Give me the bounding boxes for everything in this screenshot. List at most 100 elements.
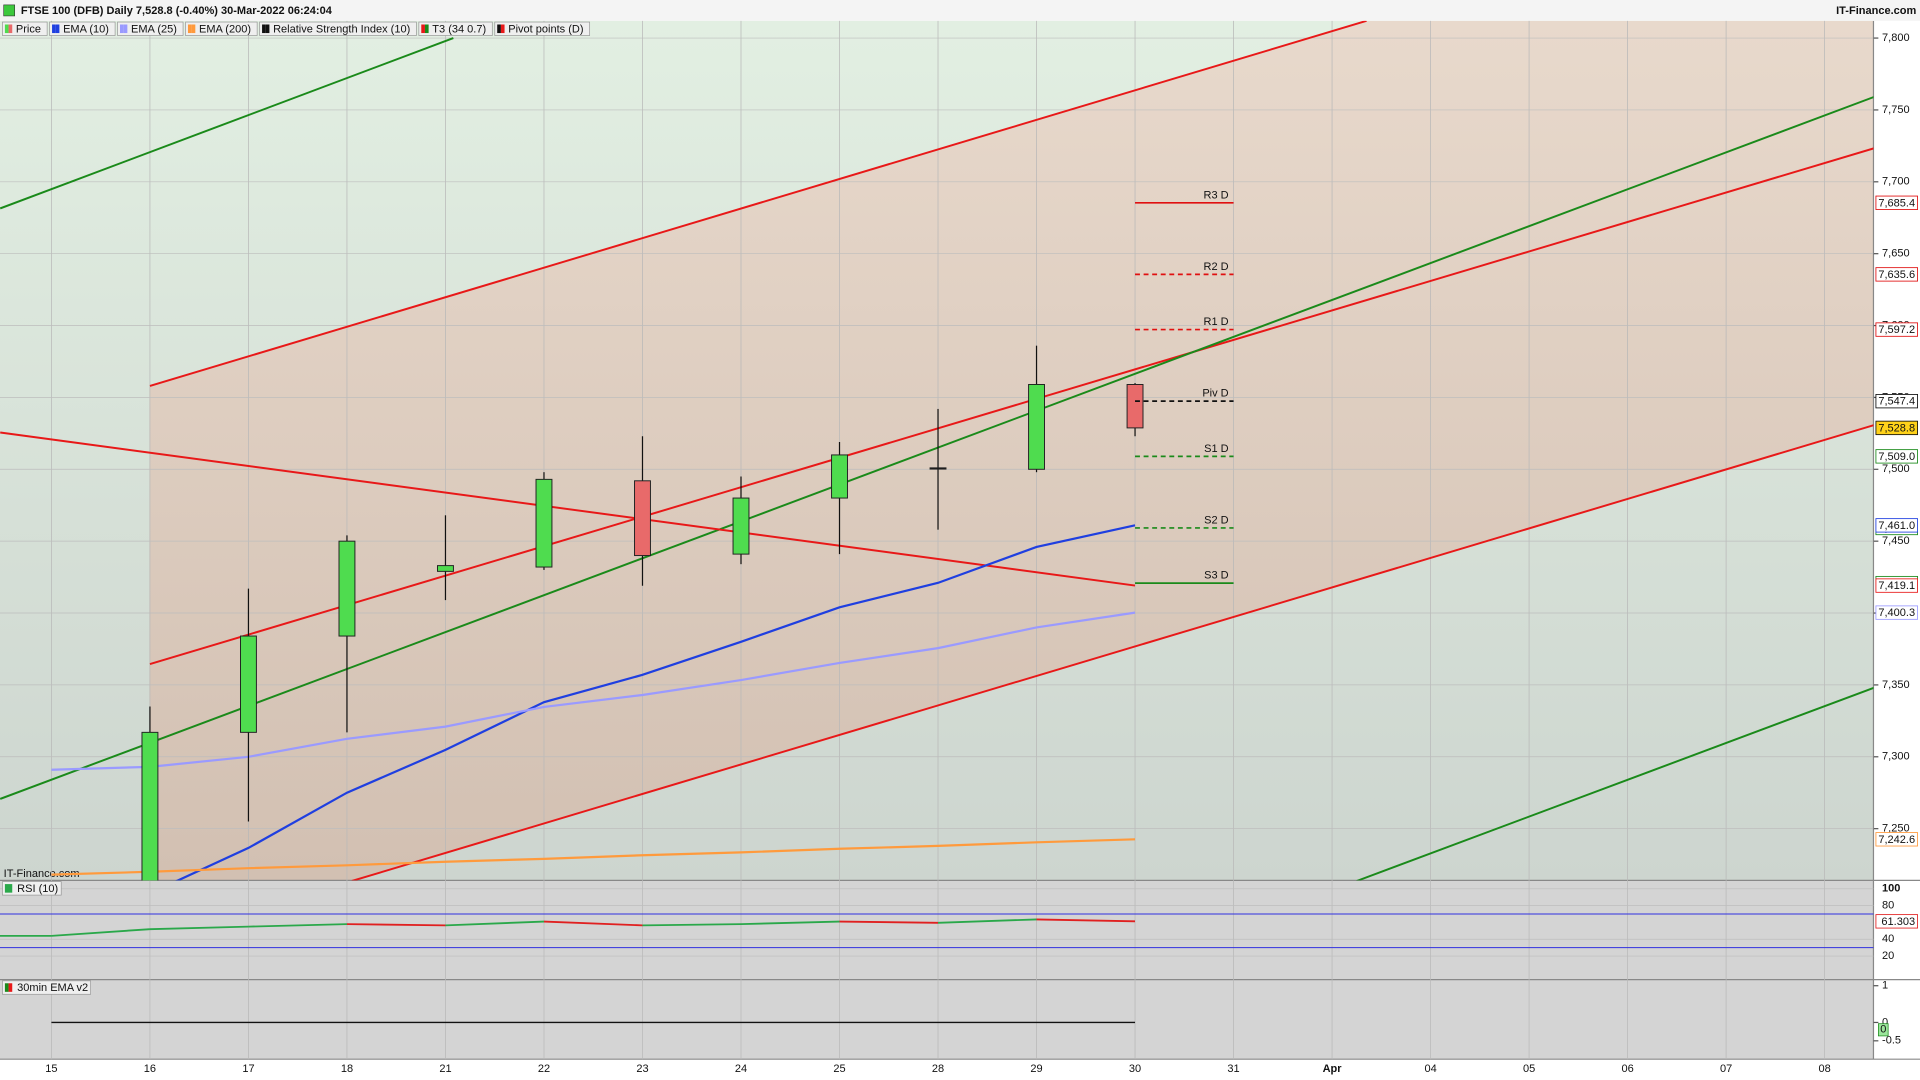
ema-panel-background	[0, 979, 1874, 1060]
rsi-segment	[346, 923, 446, 927]
trend-badge-box	[1875, 578, 1918, 593]
trend-badge: 7,419.1	[1878, 580, 1915, 592]
legend-item	[494, 21, 591, 36]
ema-badge-box	[1875, 832, 1918, 847]
y-tick-label: 7,650	[1882, 248, 1910, 260]
rsi-tick-label: 40	[1882, 933, 1894, 945]
y-tick-label: 7,800	[1882, 32, 1910, 44]
panel-label: 30min EMA v2	[17, 982, 88, 994]
pivot-label: R3 D	[1204, 189, 1229, 201]
x-tick-label: 30	[1129, 1063, 1141, 1075]
legend-item	[117, 21, 184, 36]
x-tick-label: 24	[735, 1063, 747, 1075]
watermark: IT-Finance.com	[4, 868, 80, 880]
x-tick-label: 08	[1818, 1063, 1830, 1075]
x-tick-label: 23	[636, 1063, 648, 1075]
rsi-segment	[839, 920, 939, 924]
y-tick-label: 7,500	[1882, 463, 1910, 475]
pivot-label: S3 D	[1204, 570, 1229, 582]
legend-swatch	[123, 24, 128, 34]
legend-swatch	[4, 24, 9, 34]
y-tick-label: 7,700	[1882, 176, 1910, 188]
legend-swatch	[55, 24, 60, 34]
trend-line	[0, 37, 454, 210]
pivot-label: Piv D	[1202, 388, 1228, 400]
legend-swatch	[500, 24, 505, 34]
legend-label: T3 (34 0.7)	[432, 23, 486, 35]
legend-label: EMA (25)	[131, 23, 177, 35]
x-tick-label: 04	[1424, 1063, 1436, 1075]
legend-item	[185, 21, 258, 36]
candle-body	[338, 540, 356, 637]
legend-label: Price	[16, 23, 41, 35]
trend-line	[0, 96, 1874, 800]
legend-swatch	[8, 983, 13, 992]
y-tick-label: 7,750	[1882, 104, 1910, 116]
legend-swatch	[120, 24, 124, 34]
y-tick-label: 7,250	[1882, 823, 1910, 835]
title-bar	[0, 0, 1920, 21]
source: IT-Finance.com	[1836, 5, 1916, 17]
panel-label-box	[2, 881, 62, 896]
x-tick-label: 07	[1720, 1063, 1732, 1075]
legend-swatch	[424, 24, 429, 34]
x-tick-label: Apr	[1323, 1063, 1343, 1075]
ema-line	[51, 838, 1136, 876]
rsi-segment	[937, 918, 1037, 924]
panel-label: RSI (10)	[17, 883, 58, 895]
x-tick-label: 22	[538, 1063, 550, 1075]
pivot-badge-box	[1875, 195, 1918, 210]
pivot-badge-box	[1875, 449, 1918, 464]
ema-line	[51, 611, 1136, 771]
x-tick-label: 16	[144, 1063, 156, 1075]
pivot-badge: 7,685.4	[1878, 197, 1915, 209]
legend-label: Pivot points (D)	[508, 23, 583, 35]
legend-swatch	[421, 24, 425, 34]
ema-badge: 7,242.6	[1878, 834, 1915, 846]
candle-body	[437, 565, 454, 572]
y-tick-label: 7,300	[1882, 751, 1910, 763]
legend-swatch	[262, 24, 266, 34]
legend-label: Relative Strength Index (10)	[273, 23, 410, 35]
legend-swatch	[265, 24, 270, 34]
x-tick-label: 31	[1227, 1063, 1239, 1075]
rsi-segment	[248, 923, 347, 928]
rsi-segment	[51, 928, 151, 937]
pivot-label: R1 D	[1204, 316, 1229, 328]
x-tick-label: 29	[1030, 1063, 1042, 1075]
ema-panel-badge: 0	[1880, 1024, 1886, 1036]
x-tick-label: 15	[45, 1063, 57, 1075]
pivot-badge: 7,509.0	[1878, 451, 1915, 463]
y-tick-label: 7,450	[1882, 535, 1910, 547]
legend-swatch	[8, 24, 13, 34]
channel-shade	[149, 20, 1874, 881]
x-tick-label: 21	[439, 1063, 451, 1075]
rsi-segment	[543, 920, 643, 927]
candle-body	[1126, 384, 1144, 429]
pivot-badge-box	[1875, 267, 1918, 282]
ema-panel-tick-label: 0	[1882, 1016, 1888, 1028]
title: FTSE 100 (DFB) Daily 7,528.8 (-0.40%) 30…	[21, 5, 333, 17]
pivot-label: R2 D	[1204, 261, 1229, 273]
legend-item	[2, 21, 48, 36]
legend-label: EMA (200)	[199, 23, 251, 35]
candle-body	[535, 478, 553, 568]
trend-line	[351, 424, 1874, 881]
rsi-tick-label: 100	[1882, 883, 1900, 895]
rsi-segment	[445, 920, 545, 927]
rsi-badge-box	[1875, 914, 1918, 929]
ema-badge: 7,400.3	[1878, 607, 1915, 619]
ema-badge-box	[1875, 605, 1918, 620]
price-badge: 7,528.8	[1878, 422, 1915, 434]
rsi-segment	[642, 923, 742, 927]
pivot-label: S1 D	[1204, 443, 1229, 455]
x-tick-label: 18	[341, 1063, 353, 1075]
ema-panel-tick-label: -0.5	[1882, 1035, 1901, 1047]
rsi-badge: 61.303	[1881, 916, 1915, 928]
ema-badge: 7,461.0	[1878, 520, 1915, 532]
candle-body	[732, 497, 750, 555]
pivot-badge-box	[1875, 322, 1918, 337]
trend-line	[0, 431, 1136, 587]
